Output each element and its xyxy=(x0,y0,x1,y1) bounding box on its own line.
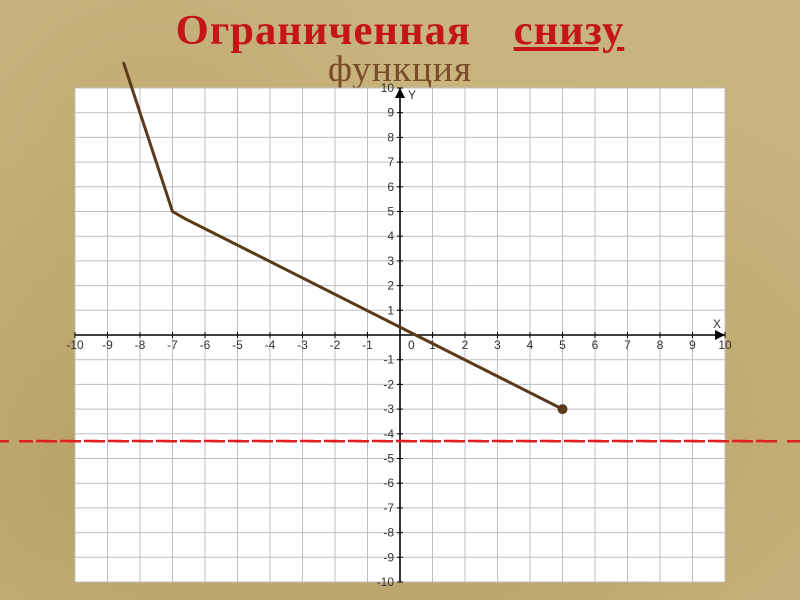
svg-text:-8: -8 xyxy=(383,526,394,540)
svg-text:-5: -5 xyxy=(232,338,243,352)
chart-svg: -10-9-8-7-6-5-4-3-2-112345678910-10-9-8-… xyxy=(75,88,725,582)
svg-text:-4: -4 xyxy=(265,338,276,352)
svg-text:-9: -9 xyxy=(102,338,113,352)
svg-text:-1: -1 xyxy=(362,338,373,352)
svg-text:-5: -5 xyxy=(383,452,394,466)
svg-text:-7: -7 xyxy=(383,501,394,515)
svg-text:-6: -6 xyxy=(383,476,394,490)
svg-text:4: 4 xyxy=(387,229,394,243)
svg-text:-3: -3 xyxy=(383,402,394,416)
svg-text:-8: -8 xyxy=(135,338,146,352)
svg-text:10: 10 xyxy=(718,338,732,352)
svg-text:-2: -2 xyxy=(383,377,394,391)
x-axis-label: X xyxy=(713,317,721,331)
svg-text:3: 3 xyxy=(387,254,394,268)
svg-text:-10: -10 xyxy=(66,338,84,352)
svg-text:-4: -4 xyxy=(383,427,394,441)
slide: Ограниченная снизу функция -10-9-8-7-6-5… xyxy=(0,0,800,600)
svg-text:10: 10 xyxy=(381,81,395,95)
svg-text:1: 1 xyxy=(387,303,394,317)
svg-text:6: 6 xyxy=(592,338,599,352)
title-word-2: снизу xyxy=(514,7,625,54)
svg-text:8: 8 xyxy=(387,130,394,144)
svg-text:0: 0 xyxy=(408,338,415,352)
svg-text:-9: -9 xyxy=(383,550,394,564)
svg-text:4: 4 xyxy=(527,338,534,352)
svg-text:7: 7 xyxy=(624,338,631,352)
svg-text:-3: -3 xyxy=(297,338,308,352)
svg-text:2: 2 xyxy=(387,279,394,293)
svg-text:6: 6 xyxy=(387,180,394,194)
svg-text:9: 9 xyxy=(387,106,394,120)
svg-text:-1: -1 xyxy=(383,353,394,367)
svg-text:-7: -7 xyxy=(167,338,178,352)
svg-text:-10: -10 xyxy=(377,575,395,589)
title-word-1: Ограниченная xyxy=(176,7,471,54)
title-subtitle: функция xyxy=(0,48,800,91)
svg-text:3: 3 xyxy=(494,338,501,352)
y-axis-label: Y xyxy=(408,88,416,102)
svg-text:9: 9 xyxy=(689,338,696,352)
svg-text:2: 2 xyxy=(462,338,469,352)
svg-text:-2: -2 xyxy=(330,338,341,352)
svg-text:5: 5 xyxy=(387,205,394,219)
svg-text:5: 5 xyxy=(559,338,566,352)
svg-text:7: 7 xyxy=(387,155,394,169)
svg-text:8: 8 xyxy=(657,338,664,352)
chart: -10-9-8-7-6-5-4-3-2-112345678910-10-9-8-… xyxy=(75,88,725,582)
svg-text:-6: -6 xyxy=(200,338,211,352)
